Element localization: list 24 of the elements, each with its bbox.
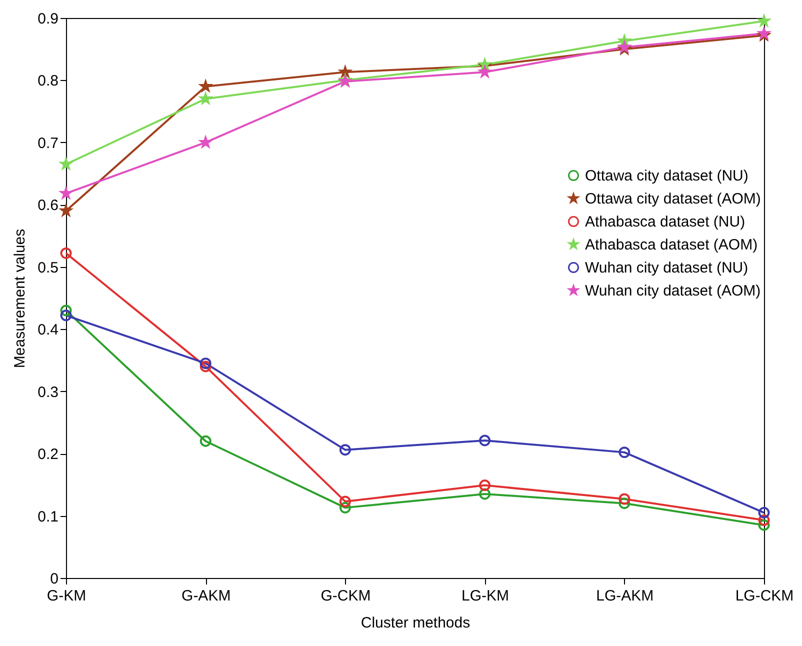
y-tick-label: 0.8: [38, 72, 58, 90]
x-tick-label: G-AKM: [182, 588, 231, 604]
y-tick-label: 0.1: [38, 508, 58, 526]
legend-label: Ottawa city dataset (NU): [585, 168, 748, 184]
legend-label: Ottawa city dataset (AOM): [585, 190, 761, 208]
y-tick-label: 0.3: [38, 384, 58, 401]
legend-label: Wuhan city dataset (NU): [585, 260, 748, 276]
y-tick-label: 0: [50, 570, 58, 588]
legend-label: Athabasca dataset (NU): [585, 214, 746, 230]
legend-label: Athabasca dataset (AOM): [585, 236, 758, 254]
y-axis-title: Measurement values: [12, 228, 29, 368]
x-tick-label: LG-AKM: [596, 588, 654, 604]
x-axis-title: Cluster methods: [360, 614, 470, 632]
y-tick-label: 0.9: [38, 10, 58, 28]
y-tick-label: 0.5: [38, 259, 58, 276]
x-tick-label: G-KM: [46, 588, 86, 604]
legend-label: Wuhan city dataset (AOM): [585, 282, 761, 300]
y-tick-label: 0.7: [38, 134, 58, 152]
y-tick-label: 0.6: [38, 197, 58, 214]
x-tick-label: LG-CKM: [735, 588, 794, 604]
x-tick-label: G-CKM: [320, 588, 371, 604]
y-tick-label: 0.4: [38, 322, 58, 339]
x-tick-label: LG-KM: [462, 588, 510, 604]
y-tick-label: 0.2: [38, 446, 58, 464]
